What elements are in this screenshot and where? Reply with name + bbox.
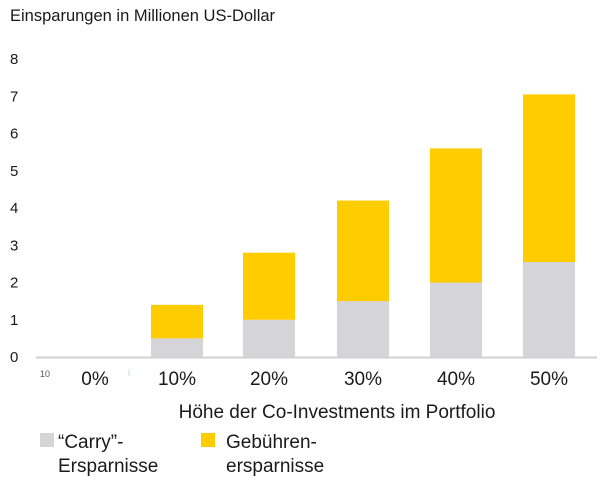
legend-swatch-carry <box>40 433 54 447</box>
y-tick-label: 1 <box>10 312 18 329</box>
x-axis: 0% 10% 20% 30% 40% 50% <box>81 369 568 390</box>
bar-fees-30pct <box>337 200 389 302</box>
bars <box>151 94 575 357</box>
bar-fees-20pct <box>243 252 295 320</box>
y-tick-label: 4 <box>10 200 18 217</box>
stray-label: 10 <box>40 369 50 379</box>
y-tick-label: 0 <box>10 349 18 366</box>
legend: “Carry”- Ersparnisse Gebühren-ersparnisse <box>40 432 324 477</box>
bar-carry-10pct <box>151 338 203 357</box>
x-tick-label: 40% <box>437 369 475 390</box>
x-tick-label: 10% <box>158 369 196 390</box>
y-tick-label: 8 <box>10 51 18 68</box>
legend-label-carry: Ersparnisse <box>58 456 158 477</box>
chart-title: Einsparungen in Millionen US-Dollar <box>10 7 276 25</box>
bar-fees-40pct <box>430 148 482 283</box>
y-tick-label: 2 <box>10 275 18 292</box>
bar-fees-10pct <box>151 304 203 339</box>
x-tick-label: 50% <box>530 369 568 390</box>
bar-fees-50pct <box>523 94 575 263</box>
bar-carry-40pct <box>430 282 482 357</box>
bar-carry-50pct <box>523 262 575 357</box>
y-tick-label: 6 <box>10 126 18 143</box>
legend-label-fees: ersparnisse <box>226 456 324 477</box>
legend-swatch-fees <box>201 433 215 447</box>
x-tick-label: 30% <box>344 369 382 390</box>
bar-carry-30pct <box>337 301 389 357</box>
y-tick-label: 5 <box>10 163 18 180</box>
x-tick-label: 20% <box>250 369 288 390</box>
y-axis: 0 1 2 3 4 5 6 7 8 <box>10 51 18 366</box>
y-tick-label: 7 <box>10 88 18 105</box>
x-tick-label: 0% <box>81 369 109 390</box>
x-axis-title: Höhe der Co-Investments im Portfolio <box>179 402 496 423</box>
legend-label-carry: “Carry”- <box>58 432 123 453</box>
bar-carry-20pct <box>243 319 295 357</box>
y-tick-label: 3 <box>10 237 18 254</box>
legend-label-fees: Gebühren- <box>226 432 317 453</box>
